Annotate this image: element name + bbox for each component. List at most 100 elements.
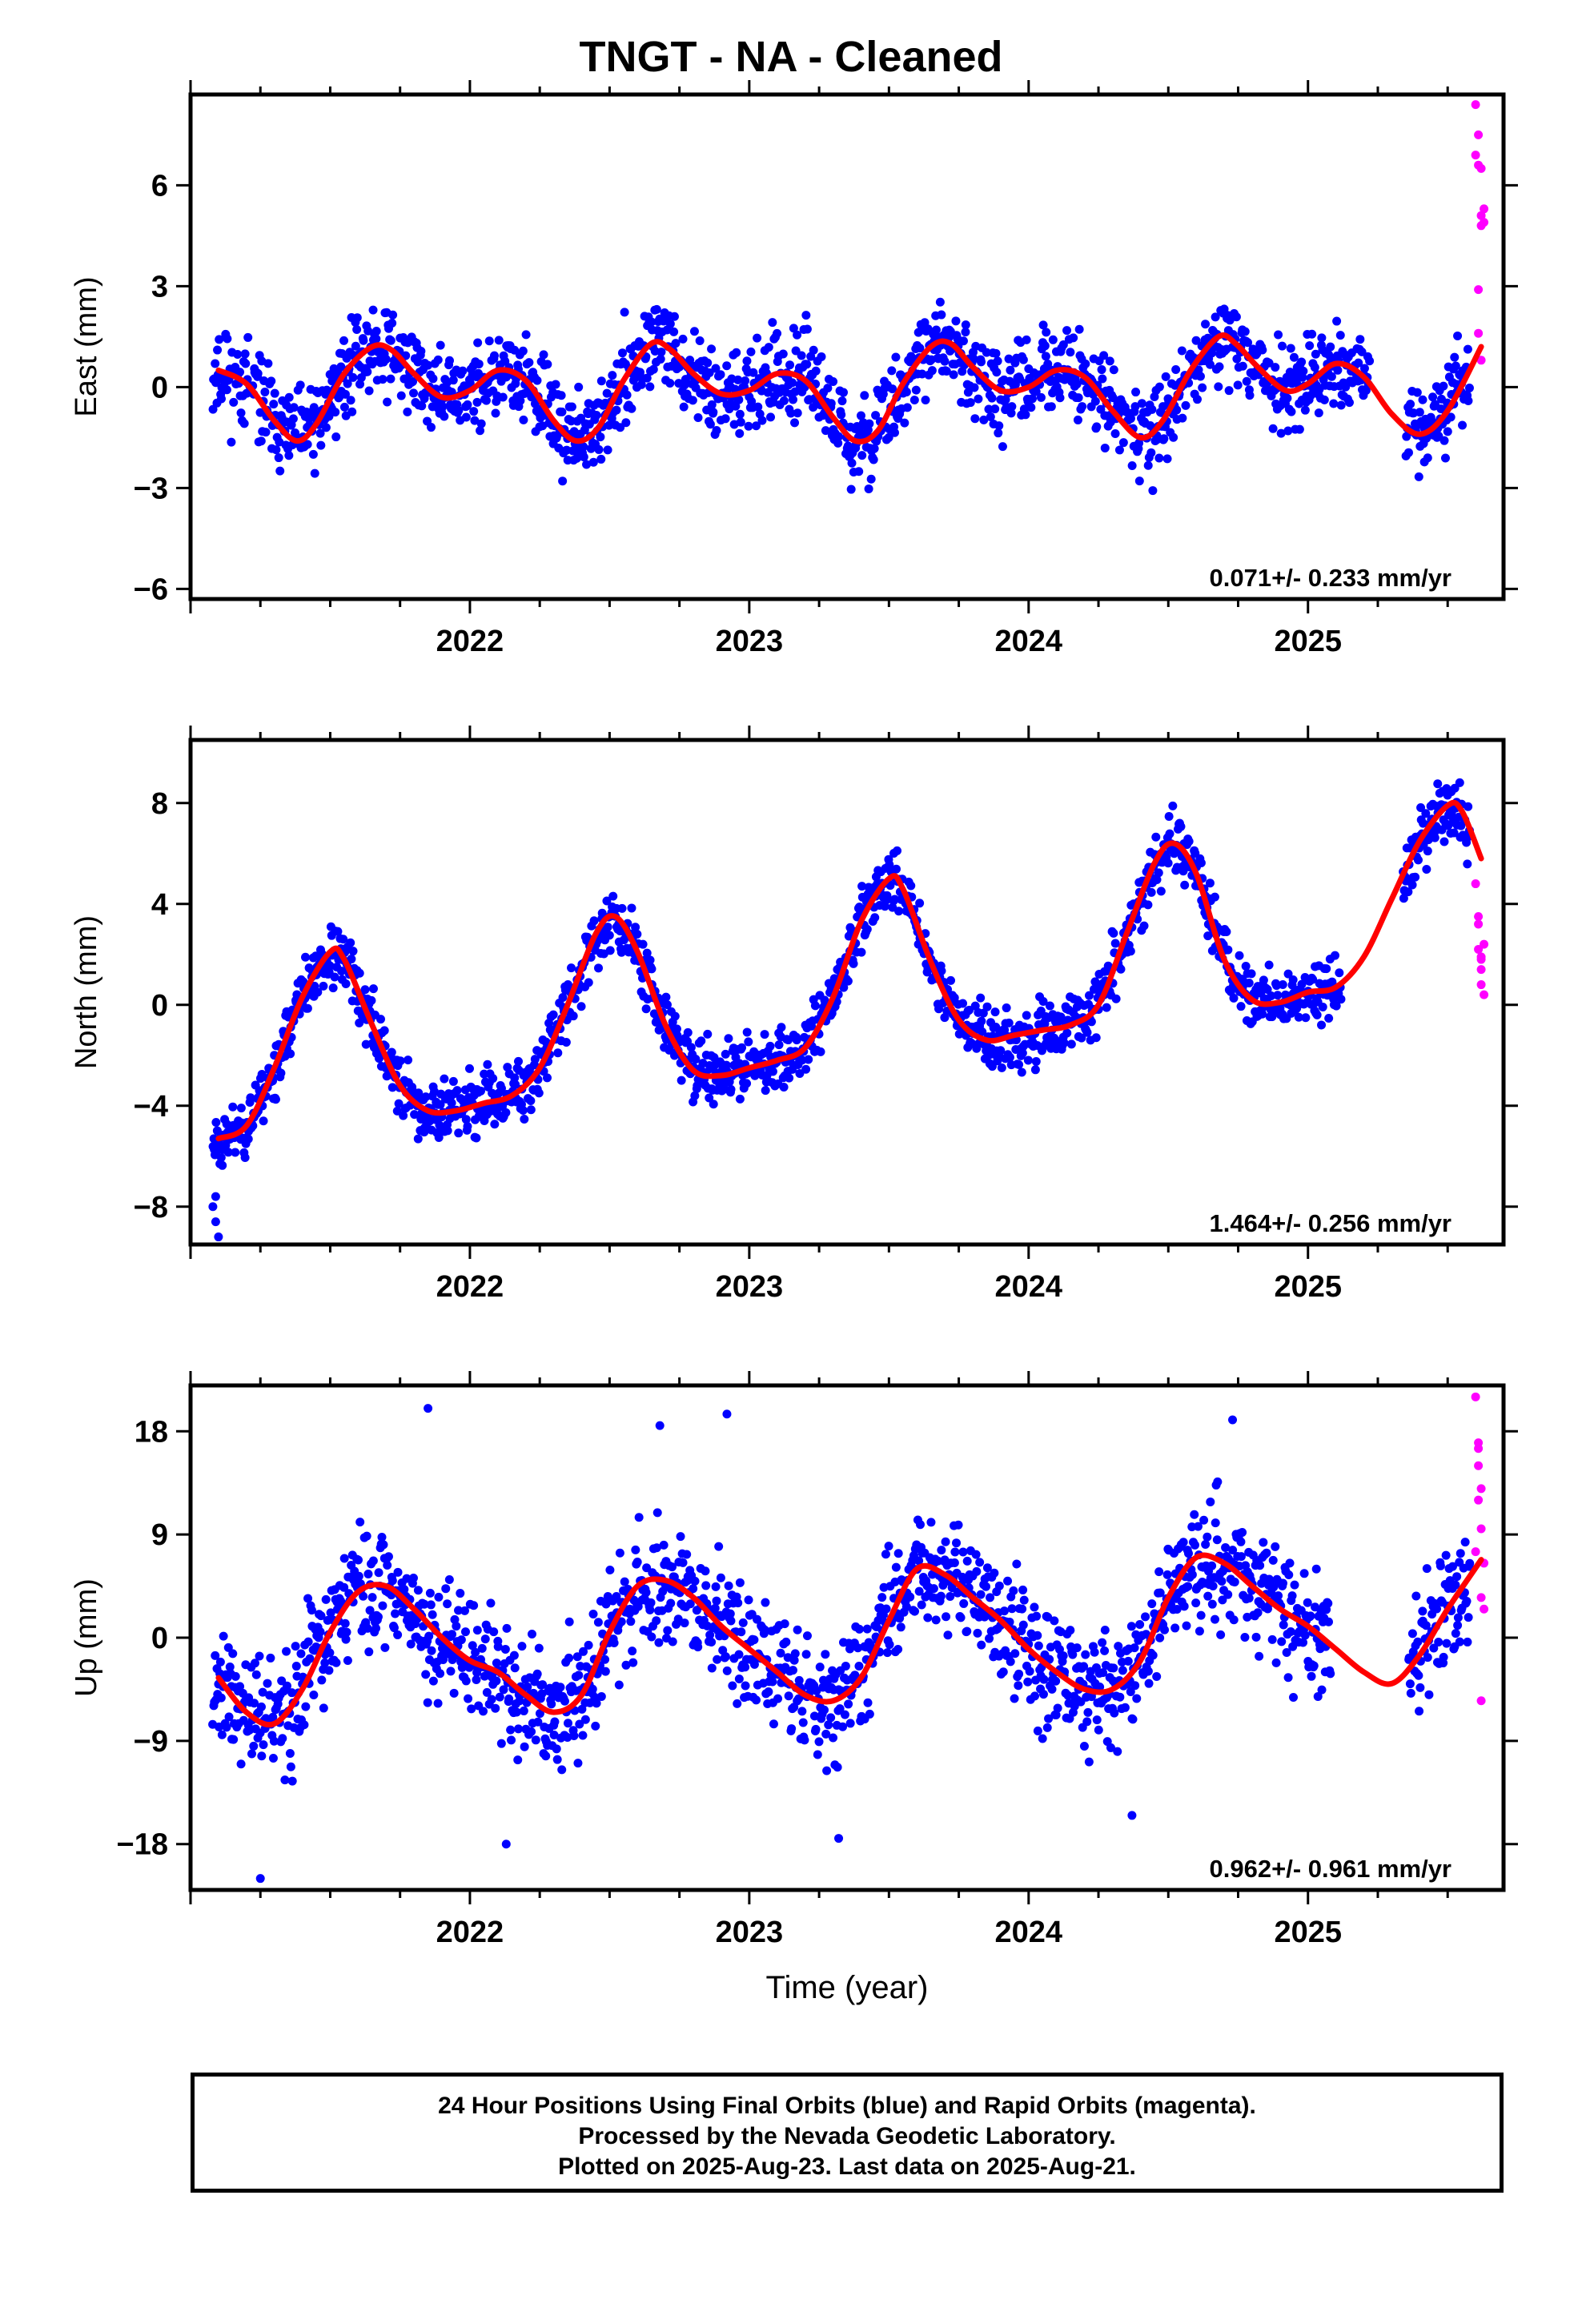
- final-point: [287, 1776, 297, 1786]
- final-point: [472, 1133, 481, 1143]
- final-point: [1333, 365, 1343, 375]
- final-point: [705, 1093, 714, 1103]
- final-point: [471, 1647, 480, 1657]
- final-point: [788, 1666, 797, 1675]
- final-point: [513, 1056, 523, 1066]
- final-point: [671, 339, 681, 348]
- final-point: [518, 346, 528, 356]
- final-point: [724, 1034, 733, 1043]
- final-point: [1216, 1630, 1226, 1639]
- rapid-point: [1476, 1484, 1486, 1494]
- final-point: [1306, 1611, 1315, 1621]
- final-point: [589, 916, 599, 926]
- final-point: [973, 1628, 982, 1638]
- final-point: [833, 438, 843, 448]
- final-point: [1312, 1010, 1322, 1019]
- final-point: [1465, 1558, 1475, 1568]
- y-axis-label: East (mm): [70, 276, 103, 416]
- final-point: [609, 1638, 619, 1647]
- final-point: [274, 453, 283, 463]
- final-point: [399, 1111, 408, 1120]
- final-point: [877, 1593, 887, 1602]
- final-point: [464, 1694, 473, 1703]
- final-point: [1413, 1637, 1423, 1647]
- final-point: [737, 1627, 746, 1637]
- final-point: [854, 467, 864, 476]
- final-point: [250, 1699, 259, 1708]
- final-point: [1421, 809, 1431, 818]
- final-point: [914, 1556, 924, 1566]
- final-point: [564, 1617, 574, 1626]
- final-point: [921, 396, 930, 405]
- final-point: [223, 1148, 233, 1157]
- final-point: [564, 1653, 574, 1663]
- final-point: [689, 1584, 698, 1594]
- final-point: [368, 1556, 378, 1566]
- final-point: [1285, 1558, 1295, 1568]
- final-point: [355, 1518, 365, 1527]
- final-point: [677, 1076, 686, 1085]
- final-point: [280, 1775, 290, 1785]
- x-tick-label: 2024: [995, 625, 1063, 658]
- final-point: [578, 1731, 588, 1740]
- final-point: [503, 1063, 512, 1072]
- final-point: [1215, 362, 1224, 372]
- final-point: [549, 1731, 559, 1740]
- final-point: [793, 1694, 803, 1703]
- final-point: [776, 1648, 785, 1658]
- final-point: [387, 1047, 396, 1057]
- plot-frame: [188, 738, 1506, 1247]
- final-point: [271, 1095, 280, 1104]
- final-point: [1299, 366, 1308, 376]
- final-point: [1100, 1646, 1110, 1655]
- final-point: [1055, 393, 1065, 403]
- final-point: [1435, 1561, 1445, 1570]
- final-point: [267, 376, 276, 386]
- final-point: [1130, 1643, 1139, 1653]
- final-point: [786, 408, 796, 418]
- final-point: [1332, 316, 1342, 326]
- final-point: [1148, 486, 1158, 496]
- x-tick-label: 2022: [436, 1916, 504, 1949]
- final-point: [1273, 991, 1283, 1000]
- final-point: [978, 1008, 988, 1018]
- final-point: [1025, 1667, 1034, 1676]
- y-tick-label: 4: [151, 888, 168, 922]
- final-point: [1223, 945, 1233, 955]
- final-point: [1163, 858, 1173, 868]
- final-point: [929, 1584, 938, 1594]
- final-point: [1464, 802, 1473, 811]
- final-point: [994, 428, 1003, 438]
- final-point: [845, 1719, 855, 1728]
- final-point: [584, 978, 593, 987]
- final-point: [821, 1650, 830, 1659]
- final-point: [253, 368, 263, 378]
- final-point: [256, 1702, 266, 1711]
- final-point: [834, 432, 844, 441]
- final-point: [1038, 1690, 1048, 1699]
- final-point: [961, 320, 970, 330]
- final-point: [261, 428, 271, 437]
- final-point: [539, 350, 548, 360]
- final-point: [510, 1663, 520, 1673]
- caption-box: 24 Hour Positions Using Final Orbits (bl…: [191, 2073, 1504, 2193]
- final-point: [441, 1584, 451, 1594]
- final-point: [257, 1751, 267, 1761]
- final-point: [915, 344, 925, 353]
- rapid-point: [1476, 211, 1486, 220]
- final-point: [1193, 395, 1203, 404]
- final-point: [383, 397, 392, 407]
- x-tick-label: 2024: [995, 1270, 1063, 1304]
- final-point: [711, 364, 721, 373]
- final-point: [1092, 422, 1102, 432]
- final-point: [542, 1073, 552, 1083]
- final-point: [592, 410, 601, 420]
- final-point: [978, 1027, 987, 1036]
- final-point: [1274, 1591, 1283, 1601]
- y-tick-label: −4: [134, 1090, 168, 1124]
- final-point: [593, 1618, 603, 1627]
- final-point: [1228, 1546, 1238, 1555]
- final-point: [363, 367, 372, 376]
- final-point: [313, 987, 323, 997]
